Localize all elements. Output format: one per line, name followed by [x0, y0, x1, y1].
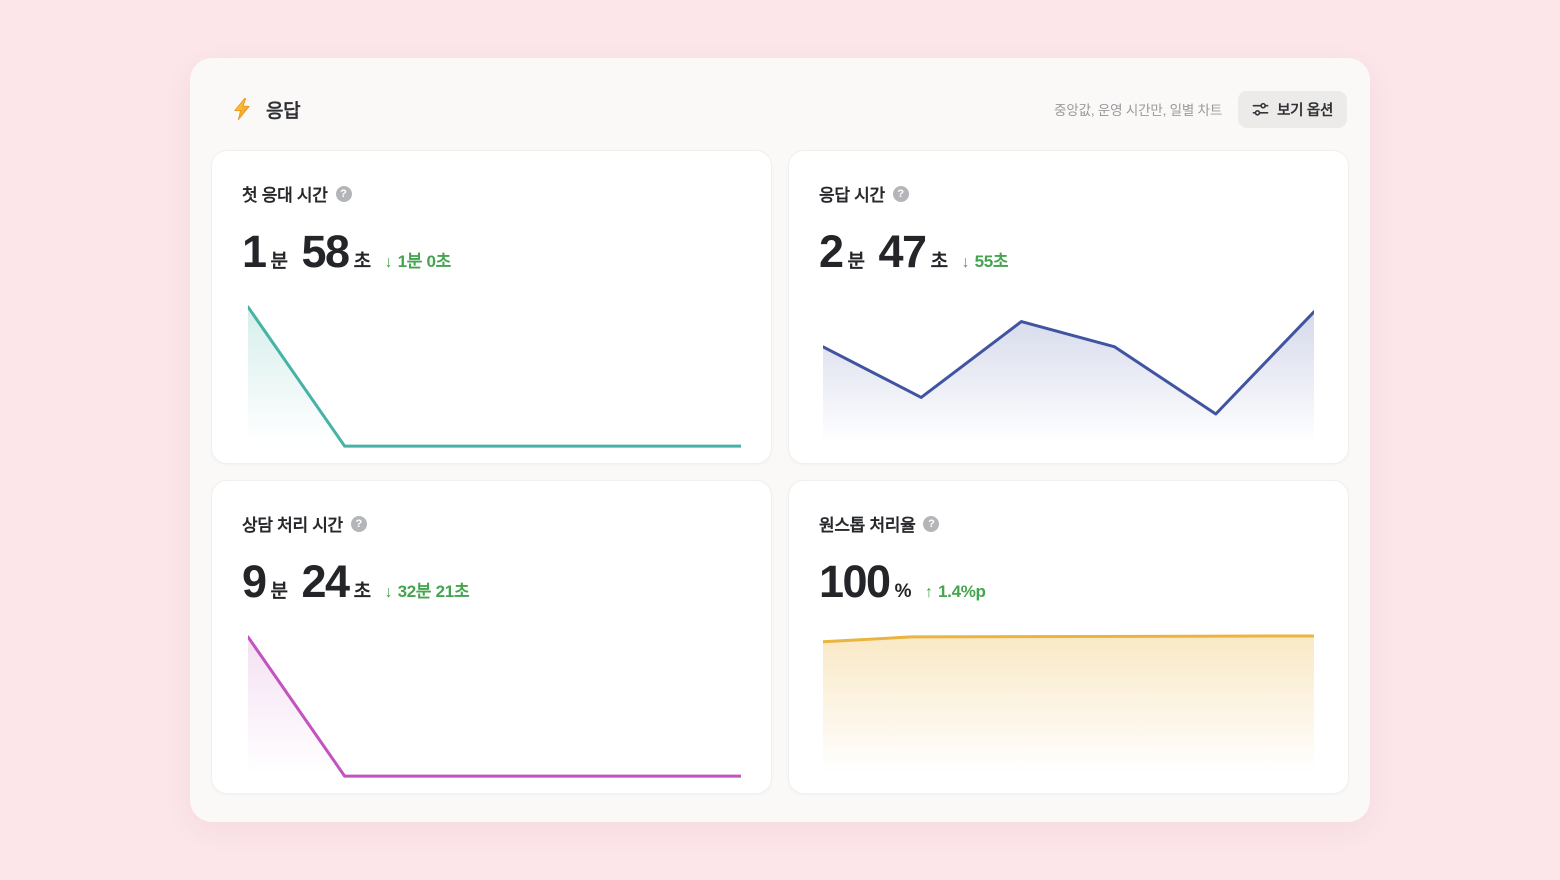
metric-card-one-stop-rate: 원스톱 처리율 ? 100 % ↑ 1.4%p — [788, 480, 1349, 794]
value-unit: 초 — [353, 581, 371, 602]
sliders-icon — [1252, 102, 1269, 116]
value-number: 2 — [819, 226, 844, 277]
change-label: 55초 — [974, 252, 1009, 271]
value-number: 58 — [301, 226, 351, 277]
value-unit: 분 — [847, 251, 865, 272]
metric-title: 상담 처리 시간 — [242, 516, 343, 535]
value-number: 24 — [301, 556, 351, 607]
down-arrow-icon: ↓ — [384, 254, 393, 271]
chart-settings-summary: 중앙값, 운영 시간만, 일별 차트 — [1054, 103, 1223, 118]
value-number: 9 — [242, 556, 267, 607]
change-label: 1.4%p — [938, 582, 986, 601]
help-icon[interactable]: ? — [892, 185, 909, 202]
metric-value: 100 % ↑ 1.4%p — [819, 556, 1318, 608]
help-icon[interactable]: ? — [923, 515, 940, 532]
down-arrow-icon: ↓ — [384, 584, 393, 601]
change-label: 1분 0초 — [397, 252, 452, 271]
one-stop-rate-sparkline — [823, 634, 1314, 780]
metric-title: 응답 시간 — [819, 186, 885, 205]
section-title: 응답 — [266, 100, 301, 122]
up-arrow-icon: ↑ — [925, 584, 933, 601]
panel-header: 응답 중앙값, 운영 시간만, 일별 차트 보기 옵션 — [211, 58, 1349, 150]
value-unit: 분 — [270, 251, 288, 272]
change-label: 32분 21초 — [397, 582, 470, 601]
metric-title: 첫 응대 시간 — [242, 186, 328, 205]
view-options-label: 보기 옵션 — [1277, 102, 1333, 119]
value-unit: 초 — [930, 251, 948, 272]
metric-cards-grid: 첫 응대 시간 ? 1 분 58 초 ↓ 1분 0초 응답 시간 ? 2 — [211, 150, 1349, 794]
metric-card-response-time: 응답 시간 ? 2 분 47 초 ↓ 55초 — [788, 150, 1349, 464]
change-badge: ↓ 55초 — [962, 247, 1009, 272]
help-icon[interactable]: ? — [335, 185, 352, 202]
value-number: 100 — [819, 556, 891, 607]
value-number: 1 — [242, 226, 267, 277]
metric-value: 2 분 47 초 ↓ 55초 — [819, 226, 1318, 278]
value-unit: % — [894, 581, 912, 602]
panel-header-left: 응답 — [230, 96, 301, 123]
view-options-button[interactable]: 보기 옵션 — [1238, 90, 1347, 128]
down-arrow-icon: ↓ — [961, 254, 970, 271]
first-response-time-sparkline — [248, 304, 741, 450]
metric-card-first-response-time: 첫 응대 시간 ? 1 분 58 초 ↓ 1분 0초 — [211, 150, 772, 464]
panel-header-right: 중앙값, 운영 시간만, 일별 차트 보기 옵션 — [1054, 90, 1347, 128]
metric-card-handling-time: 상담 처리 시간 ? 9 분 24 초 ↓ 32분 21초 — [211, 480, 772, 794]
value-number: 47 — [878, 226, 928, 277]
response-time-sparkline — [823, 304, 1314, 450]
lightning-icon — [234, 98, 250, 121]
handling-time-sparkline — [248, 634, 741, 780]
change-badge: ↓ 1분 0초 — [384, 247, 452, 272]
metric-title: 원스톱 처리율 — [819, 516, 916, 535]
metric-value: 1 분 58 초 ↓ 1분 0초 — [242, 226, 741, 278]
change-badge: ↓ 32분 21초 — [385, 577, 470, 602]
metric-value: 9 분 24 초 ↓ 32분 21초 — [242, 556, 741, 608]
response-metrics-panel: 응답 중앙값, 운영 시간만, 일별 차트 보기 옵션 — [190, 58, 1370, 822]
help-icon[interactable]: ? — [350, 515, 367, 532]
change-badge: ↑ 1.4%p — [925, 582, 986, 602]
value-unit: 초 — [353, 251, 371, 272]
value-unit: 분 — [270, 581, 288, 602]
